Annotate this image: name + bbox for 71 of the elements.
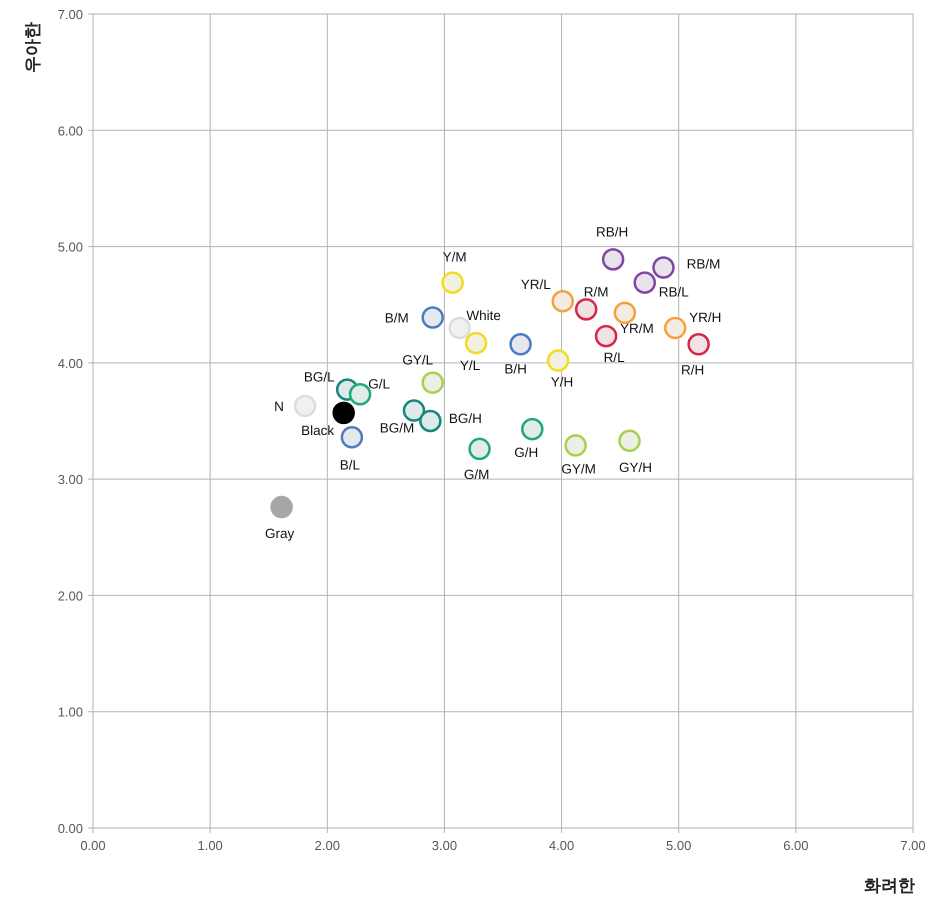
point xyxy=(441,271,464,294)
series-label: Y/L xyxy=(460,358,481,374)
y-tick-label: 7.00 xyxy=(58,7,83,22)
point xyxy=(270,496,293,518)
series-label: Y/M xyxy=(442,250,467,265)
series-label: White xyxy=(466,308,501,323)
point xyxy=(687,333,710,356)
point xyxy=(421,371,444,394)
y-axis-title: 우아한 xyxy=(23,22,42,73)
point xyxy=(468,438,491,460)
point xyxy=(464,332,488,354)
x-axis-title: 화려한 xyxy=(864,876,915,895)
point xyxy=(618,430,641,452)
series-label: G/M xyxy=(464,466,490,482)
series-label: G/H xyxy=(514,445,538,460)
y-tick-label: 2.00 xyxy=(58,588,83,604)
series-label: R/L xyxy=(604,350,626,366)
y-tick-label: 3.00 xyxy=(58,472,83,488)
point xyxy=(652,256,675,279)
point xyxy=(602,248,624,271)
point xyxy=(551,290,574,312)
series-label: RB/M xyxy=(686,256,720,272)
x-tick-label: 3.00 xyxy=(432,838,458,853)
series-label: YR/M xyxy=(620,320,654,336)
point xyxy=(332,402,355,424)
x-tick-label: 2.00 xyxy=(314,838,340,853)
y-tick-label: 6.00 xyxy=(58,123,83,138)
point xyxy=(546,349,570,372)
series-label: B/L xyxy=(340,457,361,472)
series-label: YR/L xyxy=(520,277,552,292)
series-label: GY/L xyxy=(402,352,434,368)
point xyxy=(509,333,532,356)
series-label: RB/H xyxy=(596,224,628,240)
series-label: R/H xyxy=(681,362,704,378)
x-tick-label: 1.00 xyxy=(197,838,223,853)
series-label: GY/H xyxy=(619,460,652,475)
x-tick-label: 5.00 xyxy=(666,838,692,853)
series-label: BG/M xyxy=(380,420,414,436)
x-tick-label: 0.00 xyxy=(80,838,106,853)
point xyxy=(402,399,426,422)
series-label: RB/L xyxy=(658,284,690,300)
point xyxy=(419,410,442,432)
point xyxy=(664,316,686,340)
series-label: R/M xyxy=(584,284,609,300)
series-label: B/H xyxy=(504,361,527,376)
series-label: BG/H xyxy=(448,411,482,426)
series-label: GY/M xyxy=(561,461,596,476)
y-tick-label: 1.00 xyxy=(58,704,83,720)
series-label: BG/L xyxy=(304,370,336,385)
point xyxy=(421,306,444,329)
series-label: Black xyxy=(301,422,334,438)
point xyxy=(521,418,544,440)
point xyxy=(564,434,587,457)
x-tick-label: 6.00 xyxy=(783,838,809,853)
x-tick-label: 7.00 xyxy=(900,838,926,853)
series-label: Y/H xyxy=(550,374,574,390)
series-label: Gray xyxy=(264,526,294,542)
series-label: B/M xyxy=(384,310,409,326)
series-label: G/L xyxy=(368,376,390,392)
x-tick-label: 4.00 xyxy=(548,838,574,853)
point xyxy=(614,302,636,324)
series-label: YR/H xyxy=(689,310,722,325)
point xyxy=(294,394,316,418)
point xyxy=(633,271,656,294)
y-tick-label: 0.00 xyxy=(58,821,83,836)
y-tick-label: 5.00 xyxy=(58,240,83,255)
point xyxy=(574,298,598,321)
series-label: N xyxy=(274,398,284,414)
point xyxy=(340,426,364,449)
y-tick-label: 4.00 xyxy=(58,356,83,371)
point xyxy=(594,324,618,348)
